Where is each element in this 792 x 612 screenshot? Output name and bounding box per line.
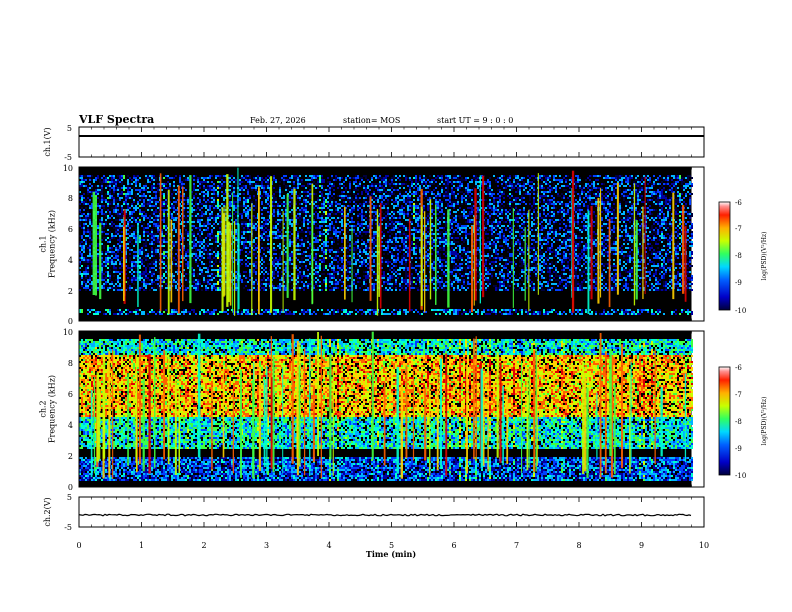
ch1-freq-tick-10: 10 <box>63 164 73 173</box>
ch1-spectrogram-panel: 0 2 4 6 8 10 ch.1Frequency (kHz) <box>39 164 705 326</box>
colorbar-ch2: -6 -7 -8 -9 -10 log(PSD)(V²/Hz) <box>718 364 768 480</box>
ch2-freq-tick-6: 6 <box>68 390 73 399</box>
colorbar-ch2-label: log(PSD)(V²/Hz) <box>761 397 768 446</box>
colorbar-ch2-tick-7: -7 <box>735 391 742 399</box>
figure-title: VLF Spectra <box>78 113 154 126</box>
ch2-spectrogram-image <box>79 331 693 487</box>
x-tick-4: 4 <box>326 541 331 550</box>
colorbar-ch1-tick-7: -7 <box>735 225 742 233</box>
ch2-voltage-line <box>78 513 692 517</box>
ch1-voltage-ylabel: ch.1(V) <box>43 127 52 156</box>
ch2-voltage-panel: 5 -5 ch.2(V) <box>43 493 705 532</box>
x-tick-0: 0 <box>76 541 81 550</box>
x-axis-label: Time (min) <box>366 549 416 559</box>
ch1-freq-tick-6: 6 <box>68 225 73 234</box>
colorbar-ch1-tick-8: -8 <box>735 252 742 260</box>
x-tick-10: 10 <box>699 541 709 550</box>
station-label: station= MOS <box>343 116 400 125</box>
ch1-voltage-panel: 5 -5 ch.1(V) <box>43 124 705 162</box>
colorbar-ch2-tick-8: -8 <box>735 418 742 426</box>
ch2-freq-ylabel: ch.2Frequency (kHz) <box>39 375 57 443</box>
x-axis: 0 1 2 3 4 5 6 7 8 9 10 Time (min) <box>76 541 709 559</box>
x-tick-2: 2 <box>201 541 206 550</box>
colorbar-ch1-tick-6: -6 <box>735 199 742 207</box>
x-tick-1: 1 <box>139 541 144 550</box>
colorbar-ch1-label: log(PSD)(V²/Hz) <box>761 232 768 281</box>
ch2-voltage-tick-bottom: -5 <box>64 523 72 532</box>
colorbar-ch2-gradient <box>718 366 731 476</box>
ch2-freq-tick-10: 10 <box>63 328 73 337</box>
colorbar-ch1-tick-10: -10 <box>735 307 746 315</box>
ch2-freq-tick-8: 8 <box>68 359 73 368</box>
ch2-voltage-tick-top: 5 <box>67 493 72 502</box>
x-tick-6: 6 <box>451 541 456 550</box>
ch1-spectrogram-image <box>79 167 693 321</box>
start-time-label: start UT = 9 : 0 : 0 <box>437 116 513 125</box>
x-tick-7: 7 <box>514 541 519 550</box>
ch1-voltage-tick-bottom: -5 <box>64 153 72 162</box>
colorbar-ch2-tick-9: -9 <box>735 445 742 453</box>
ch2-freq-tick-0: 0 <box>68 483 73 492</box>
ch2-freq-tick-2: 2 <box>68 452 73 461</box>
colorbar-ch2-tick-6: -6 <box>735 364 742 372</box>
colorbar-ch1: -6 -7 -8 -9 -10 log(PSD)(V²/Hz) <box>718 199 768 315</box>
colorbar-ch2-tick-10: -10 <box>735 472 746 480</box>
x-tick-8: 8 <box>576 541 581 550</box>
ch1-freq-tick-2: 2 <box>68 287 73 296</box>
ch1-freq-tick-8: 8 <box>68 194 73 203</box>
ch2-spectrogram-panel: 0 2 4 6 8 10 ch.2Frequency (kHz) <box>39 328 705 492</box>
ch2-voltage-ylabel: ch.2(V) <box>43 497 52 526</box>
colorbar-ch1-tick-9: -9 <box>735 279 742 287</box>
ch1-voltage-tick-top: 5 <box>67 124 72 133</box>
date-label: Feb. 27, 2026 <box>250 116 306 125</box>
ch1-freq-tick-0: 0 <box>68 317 73 326</box>
ch1-freq-tick-4: 4 <box>68 256 73 265</box>
ch2-freq-tick-4: 4 <box>68 421 73 430</box>
tick-marks <box>78 127 705 527</box>
colorbar-ch1-gradient <box>718 201 731 311</box>
x-tick-5: 5 <box>389 541 394 550</box>
x-tick-9: 9 <box>639 541 644 550</box>
x-tick-3: 3 <box>264 541 269 550</box>
ch1-freq-ylabel: ch.1Frequency (kHz) <box>39 210 57 278</box>
